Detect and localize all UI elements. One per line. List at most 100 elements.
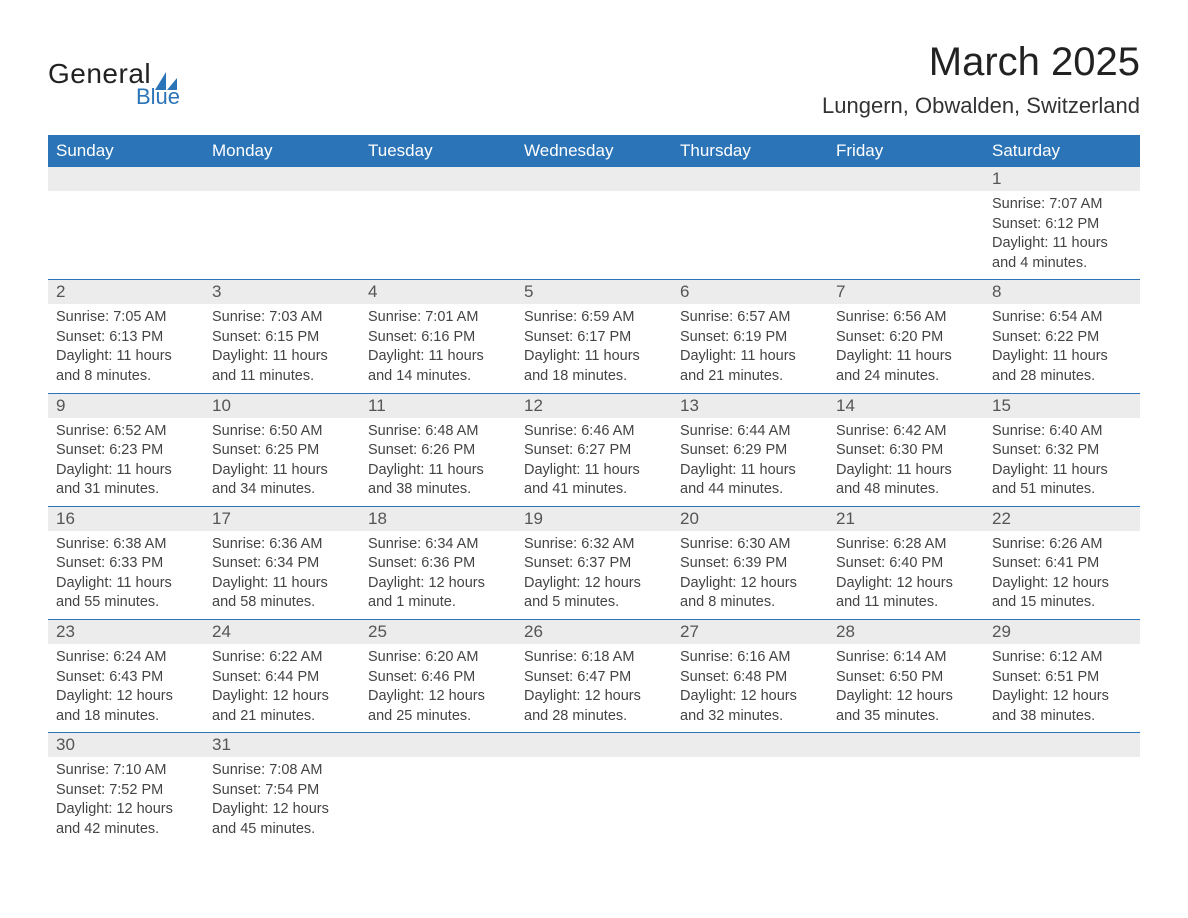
day-cell [672, 167, 828, 279]
day-details [828, 757, 984, 767]
day-header-row: Sunday Monday Tuesday Wednesday Thursday… [48, 135, 1140, 167]
daynum-row: 10 [204, 394, 360, 418]
day-number: 26 [524, 622, 543, 641]
daynum-row: 29 [984, 620, 1140, 644]
logo-text-blue: Blue [136, 84, 180, 110]
sunset-line: Sunset: 6:32 PM [992, 441, 1132, 461]
day-number: 18 [368, 509, 387, 528]
day-details: Sunrise: 6:38 AMSunset: 6:33 PMDaylight:… [48, 531, 204, 619]
day-cell: 27Sunrise: 6:16 AMSunset: 6:48 PMDayligh… [672, 620, 828, 732]
day-details: Sunrise: 7:10 AMSunset: 7:52 PMDaylight:… [48, 757, 204, 845]
daynum-row: 8 [984, 280, 1140, 304]
daylight-line: Daylight: 11 hours and 28 minutes. [992, 347, 1132, 386]
day-details: Sunrise: 6:44 AMSunset: 6:29 PMDaylight:… [672, 418, 828, 506]
day-details: Sunrise: 6:24 AMSunset: 6:43 PMDaylight:… [48, 644, 204, 732]
day-number: 25 [368, 622, 387, 641]
day-cell: 9Sunrise: 6:52 AMSunset: 6:23 PMDaylight… [48, 394, 204, 506]
day-details [48, 191, 204, 201]
day-number: 19 [524, 509, 543, 528]
day-cell: 29Sunrise: 6:12 AMSunset: 6:51 PMDayligh… [984, 620, 1140, 732]
day-cell: 10Sunrise: 6:50 AMSunset: 6:25 PMDayligh… [204, 394, 360, 506]
day-number: 1 [992, 169, 1001, 188]
daynum-row [984, 733, 1140, 757]
sunrise-line: Sunrise: 6:16 AM [680, 648, 820, 668]
daynum-row: 14 [828, 394, 984, 418]
day-number: 3 [212, 282, 221, 301]
sunrise-line: Sunrise: 6:56 AM [836, 308, 976, 328]
sunrise-line: Sunrise: 6:40 AM [992, 422, 1132, 442]
sunset-line: Sunset: 6:16 PM [368, 328, 508, 348]
daylight-line: Daylight: 12 hours and 21 minutes. [212, 687, 352, 726]
day-details: Sunrise: 6:20 AMSunset: 6:46 PMDaylight:… [360, 644, 516, 732]
day-header-wed: Wednesday [516, 135, 672, 167]
sunset-line: Sunset: 6:41 PM [992, 554, 1132, 574]
day-cell [516, 167, 672, 279]
sunrise-line: Sunrise: 7:07 AM [992, 195, 1132, 215]
daynum-row: 2 [48, 280, 204, 304]
daylight-line: Daylight: 12 hours and 28 minutes. [524, 687, 664, 726]
daylight-line: Daylight: 11 hours and 31 minutes. [56, 461, 196, 500]
sunset-line: Sunset: 6:46 PM [368, 668, 508, 688]
day-details: Sunrise: 6:52 AMSunset: 6:23 PMDaylight:… [48, 418, 204, 506]
day-details: Sunrise: 7:05 AMSunset: 6:13 PMDaylight:… [48, 304, 204, 392]
day-cell: 3Sunrise: 7:03 AMSunset: 6:15 PMDaylight… [204, 280, 360, 392]
day-cell: 31Sunrise: 7:08 AMSunset: 7:54 PMDayligh… [204, 733, 360, 845]
sunrise-line: Sunrise: 6:36 AM [212, 535, 352, 555]
daylight-line: Daylight: 12 hours and 1 minute. [368, 574, 508, 613]
daynum-row: 19 [516, 507, 672, 531]
day-number: 4 [368, 282, 377, 301]
sunset-line: Sunset: 6:37 PM [524, 554, 664, 574]
day-details: Sunrise: 6:59 AMSunset: 6:17 PMDaylight:… [516, 304, 672, 392]
sunrise-line: Sunrise: 7:08 AM [212, 761, 352, 781]
day-cell: 19Sunrise: 6:32 AMSunset: 6:37 PMDayligh… [516, 507, 672, 619]
daynum-row: 12 [516, 394, 672, 418]
daylight-line: Daylight: 11 hours and 24 minutes. [836, 347, 976, 386]
daylight-line: Daylight: 11 hours and 41 minutes. [524, 461, 664, 500]
day-details: Sunrise: 6:18 AMSunset: 6:47 PMDaylight:… [516, 644, 672, 732]
sunset-line: Sunset: 6:43 PM [56, 668, 196, 688]
sunset-line: Sunset: 6:48 PM [680, 668, 820, 688]
sunset-line: Sunset: 6:26 PM [368, 441, 508, 461]
month-title: March 2025 [822, 40, 1140, 85]
daynum-row: 25 [360, 620, 516, 644]
day-number: 13 [680, 396, 699, 415]
day-details: Sunrise: 6:14 AMSunset: 6:50 PMDaylight:… [828, 644, 984, 732]
daylight-line: Daylight: 11 hours and 34 minutes. [212, 461, 352, 500]
daylight-line: Daylight: 12 hours and 18 minutes. [56, 687, 196, 726]
day-number: 16 [56, 509, 75, 528]
day-details: Sunrise: 7:07 AMSunset: 6:12 PMDaylight:… [984, 191, 1140, 279]
daynum-row [828, 733, 984, 757]
sunrise-line: Sunrise: 6:34 AM [368, 535, 508, 555]
sunset-line: Sunset: 6:17 PM [524, 328, 664, 348]
day-number: 30 [56, 735, 75, 754]
daynum-row: 9 [48, 394, 204, 418]
day-details [360, 757, 516, 767]
day-number: 28 [836, 622, 855, 641]
day-details: Sunrise: 6:46 AMSunset: 6:27 PMDaylight:… [516, 418, 672, 506]
daynum-row: 28 [828, 620, 984, 644]
day-details [360, 191, 516, 201]
sunset-line: Sunset: 6:40 PM [836, 554, 976, 574]
day-number: 22 [992, 509, 1011, 528]
daylight-line: Daylight: 11 hours and 4 minutes. [992, 234, 1132, 273]
day-number: 20 [680, 509, 699, 528]
daynum-row: 15 [984, 394, 1140, 418]
sunrise-line: Sunrise: 6:14 AM [836, 648, 976, 668]
sunrise-line: Sunrise: 6:38 AM [56, 535, 196, 555]
daylight-line: Daylight: 11 hours and 58 minutes. [212, 574, 352, 613]
sunset-line: Sunset: 6:34 PM [212, 554, 352, 574]
sunrise-line: Sunrise: 7:05 AM [56, 308, 196, 328]
day-details [672, 191, 828, 201]
day-header-thu: Thursday [672, 135, 828, 167]
day-cell: 2Sunrise: 7:05 AMSunset: 6:13 PMDaylight… [48, 280, 204, 392]
day-number: 8 [992, 282, 1001, 301]
daynum-row: 24 [204, 620, 360, 644]
daynum-row: 11 [360, 394, 516, 418]
daynum-row [360, 167, 516, 191]
header: General Blue March 2025 Lungern, Obwalde… [48, 40, 1140, 119]
day-cell: 13 Sunrise: 6:44 AMSunset: 6:29 PMDayligh… [672, 394, 828, 506]
sunrise-line: Sunrise: 6:24 AM [56, 648, 196, 668]
sunrise-line: Sunrise: 6:20 AM [368, 648, 508, 668]
sunset-line: Sunset: 6:47 PM [524, 668, 664, 688]
day-details: Sunrise: 6:26 AMSunset: 6:41 PMDaylight:… [984, 531, 1140, 619]
